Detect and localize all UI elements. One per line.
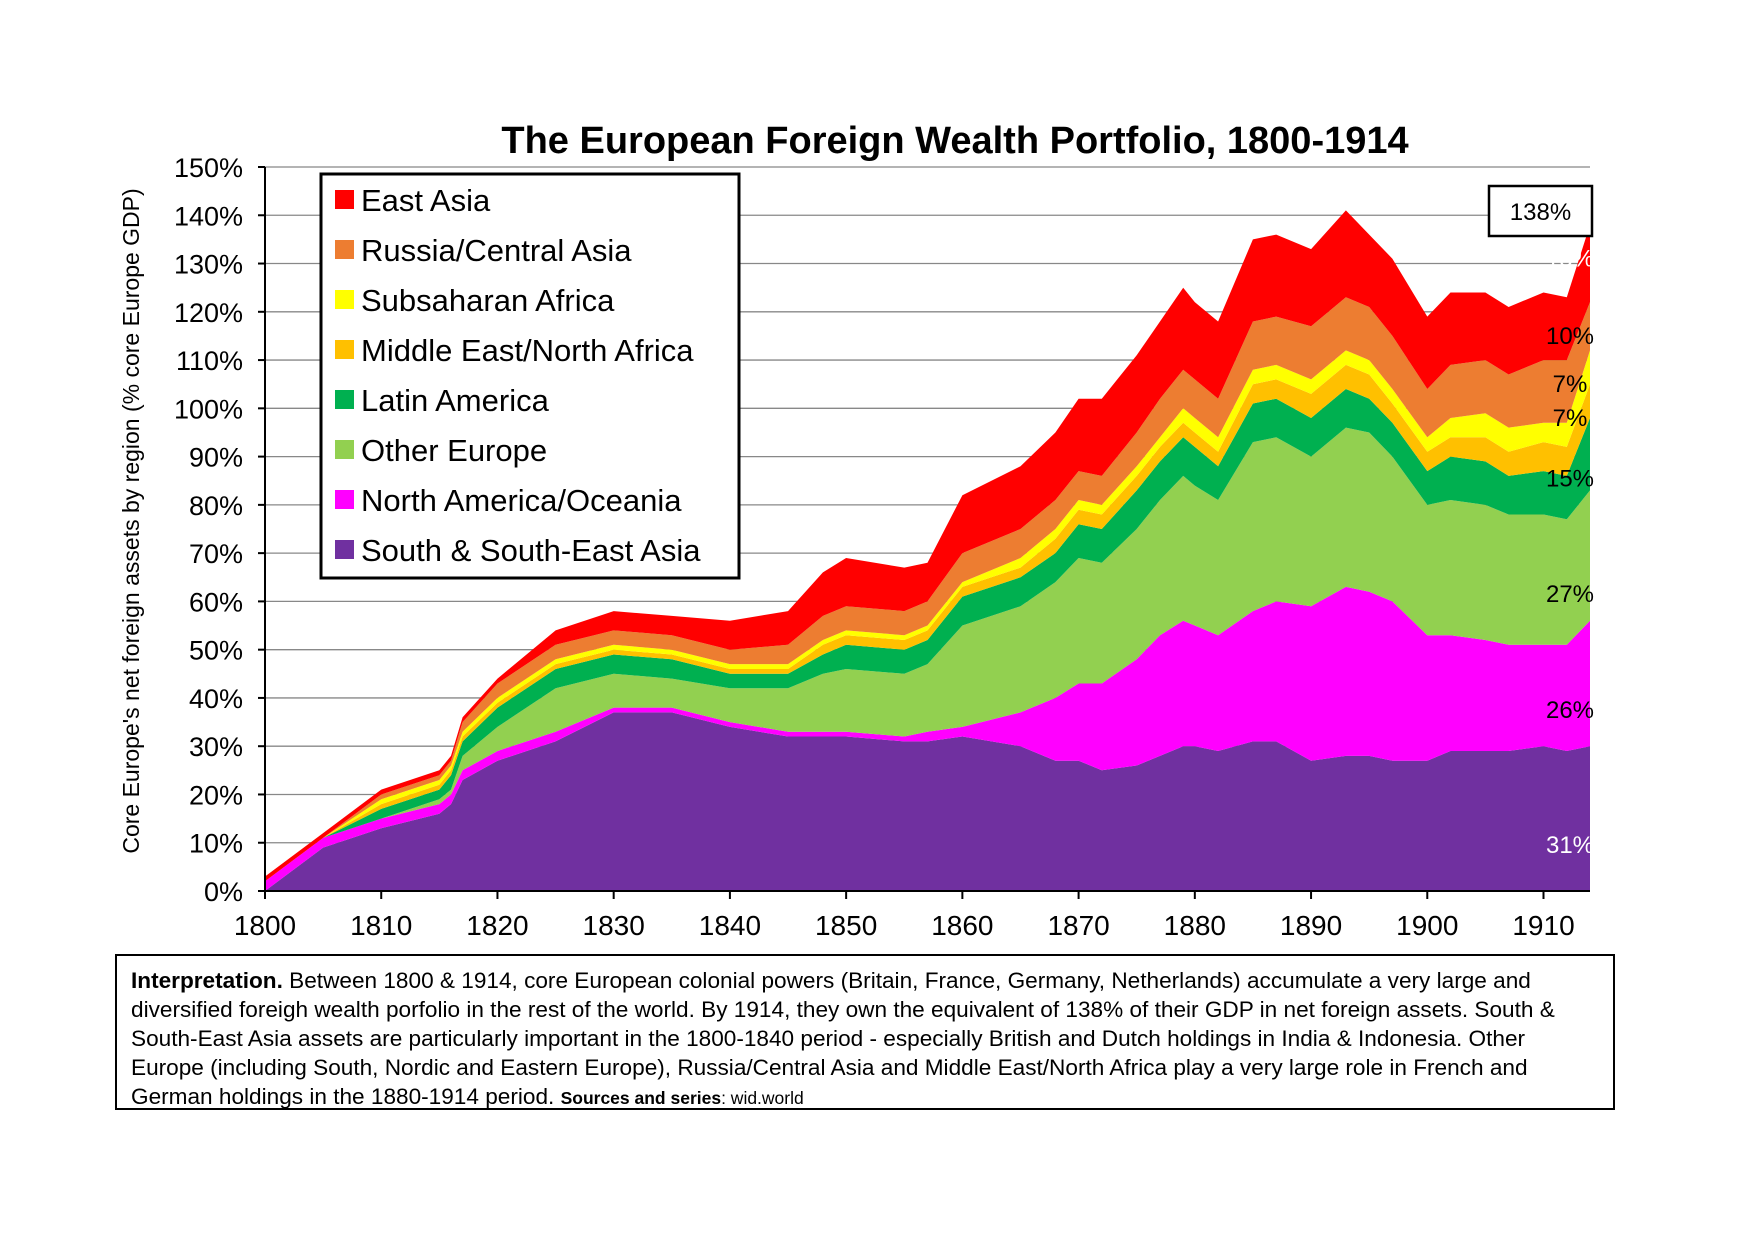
y-axis-label: Core Europe's net foreign assets by regi… <box>118 188 144 853</box>
x-axis-tick-labels: 1800 1810 1820 1830 1840 1850 1860 1870 1880 1890… <box>234 910 1575 941</box>
legend-swatch <box>335 440 354 459</box>
note-heading: Interpretation. <box>131 968 283 993</box>
share-label: 31% <box>1546 832 1594 859</box>
x-tick-label: 1810 <box>350 910 412 941</box>
x-tick-label: 1850 <box>815 910 877 941</box>
y-tick-label: 60% <box>189 587 243 617</box>
axes <box>258 166 1590 899</box>
y-tick-label: 50% <box>189 636 243 666</box>
legend-label: Russia/Central Asia <box>361 233 632 268</box>
sources-label: Sources and series <box>560 1088 722 1108</box>
x-tick-label: 1860 <box>931 910 993 941</box>
legend-swatch <box>335 290 354 309</box>
legend-swatch <box>335 190 354 209</box>
share-label: 27% <box>1546 581 1594 608</box>
y-tick-label: 140% <box>174 201 243 231</box>
share-label: 26% <box>1546 697 1594 724</box>
y-tick-label: 30% <box>189 732 243 762</box>
legend-label: Middle East/North Africa <box>361 333 694 368</box>
y-tick-label: 80% <box>189 491 243 521</box>
y-tick-label: 20% <box>189 780 243 810</box>
x-tick-label: 1820 <box>466 910 528 941</box>
sources-value: : wid.world <box>721 1088 804 1108</box>
total-box <box>1487 184 1594 238</box>
legend-label: Subsaharan Africa <box>361 283 615 318</box>
note-body: Between 1800 & 1914, core European colon… <box>131 968 1555 1109</box>
area-north-america-oceania <box>265 586 1590 891</box>
y-tick-label: 0% <box>204 877 243 907</box>
chart-title: The European Foreign Wealth Portfolio, 1… <box>501 120 1408 162</box>
x-tick-label: 1870 <box>1047 910 1109 941</box>
total-label: 138% <box>1510 199 1571 226</box>
share-annotations: 138% 15% 10% 7% 7% 15% 27% 26% 31% <box>1487 184 1594 859</box>
y-tick-label: 40% <box>189 684 243 714</box>
legend-label: Latin America <box>361 383 550 418</box>
legend-box <box>319 172 741 580</box>
x-tick-label: 1900 <box>1396 910 1458 941</box>
legend-swatch <box>335 340 354 359</box>
legend-swatch <box>335 490 354 509</box>
x-tick-label: 1800 <box>234 910 296 941</box>
x-tick-label: 1830 <box>583 910 645 941</box>
legend-label: North America/Oceania <box>361 483 682 518</box>
legend-swatch <box>335 540 354 559</box>
y-tick-label: 70% <box>189 539 243 569</box>
legend-label: East Asia <box>361 183 491 218</box>
y-tick-label: 10% <box>189 829 243 859</box>
area-series-layer <box>265 210 1590 891</box>
x-tick-label: 1880 <box>1164 910 1226 941</box>
legend: East Asia Russia/Central Asia Subsaharan A… <box>319 172 741 580</box>
share-label: 15% <box>1546 465 1594 492</box>
share-label: 10% <box>1546 323 1594 350</box>
share-label: 7% <box>1553 405 1588 432</box>
legend-label: Other Europe <box>361 433 547 468</box>
x-tick-label: 1910 <box>1512 910 1574 941</box>
y-tick-label: 110% <box>176 346 243 376</box>
area-other-europe <box>265 427 1590 882</box>
y-tick-label: 90% <box>189 443 243 473</box>
note-sources: Sources and series: wid.world <box>561 1088 804 1108</box>
legend-label: South & South-East Asia <box>361 533 701 568</box>
x-tick-label: 1840 <box>699 910 761 941</box>
x-tick-label: 1890 <box>1280 910 1342 941</box>
legend-swatch <box>335 240 354 259</box>
y-tick-label: 150% <box>174 153 243 183</box>
area-south-south-east-asia <box>265 712 1590 891</box>
legend-swatch <box>335 390 354 409</box>
share-label: 7% <box>1553 371 1588 398</box>
y-tick-label: 100% <box>174 394 243 424</box>
interpretation-note: Interpretation. Between 1800 & 1914, cor… <box>115 954 1615 1110</box>
y-tick-label: 130% <box>174 250 243 280</box>
y-tick-label: 120% <box>174 298 243 328</box>
share-label: 15% <box>1546 246 1594 273</box>
y-axis-tick-labels: 0% 10% 20% 30% 40% 50% 60% 70% 80% 90% 100% 110% 120… <box>174 153 243 907</box>
